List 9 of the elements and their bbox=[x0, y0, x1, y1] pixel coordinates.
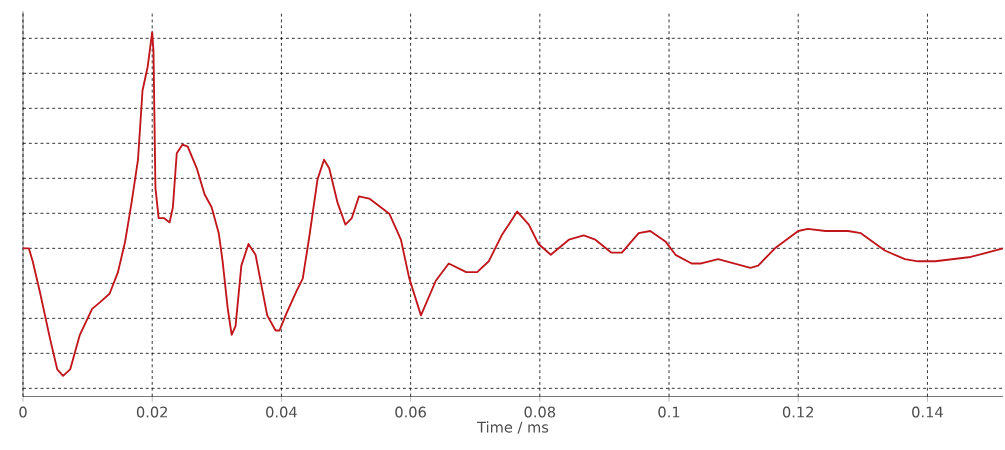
x-tick-label: 0.1 bbox=[658, 406, 680, 418]
x-tick-label: 0.14 bbox=[912, 406, 943, 418]
x-tick-label: 0.02 bbox=[136, 406, 167, 418]
x-tick-label: 0.08 bbox=[524, 406, 556, 418]
x-axis-title: Time / ms bbox=[477, 421, 549, 434]
x-tick-label: 0.04 bbox=[266, 406, 297, 418]
x-tick-label: 0 bbox=[19, 406, 27, 418]
x-tick-label: 0.12 bbox=[782, 406, 814, 418]
x-tick-label: 0.06 bbox=[395, 406, 426, 418]
